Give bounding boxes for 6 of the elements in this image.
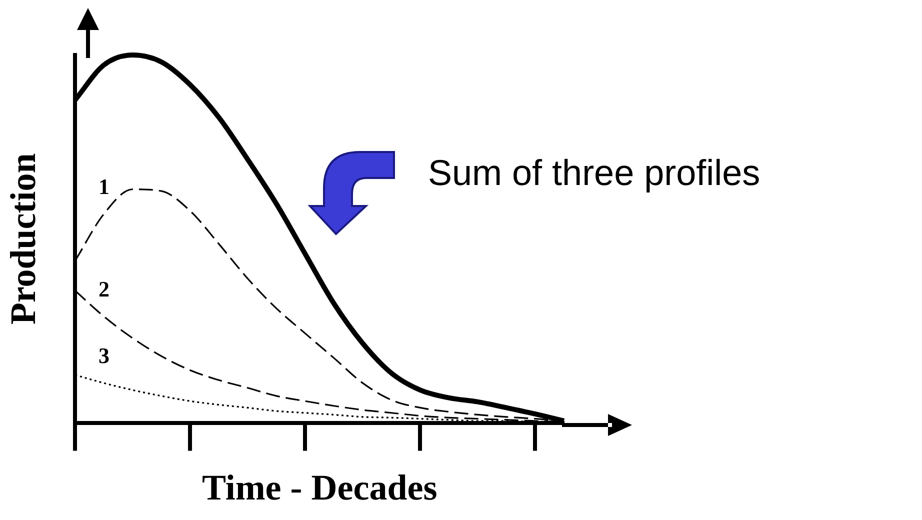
series-label: 3 bbox=[98, 343, 110, 368]
annotation: Sum of three profiles bbox=[428, 152, 760, 193]
x-axis-title: Time - Decades bbox=[202, 468, 438, 508]
y-axis-title: Production bbox=[2, 153, 43, 325]
series-label: 2 bbox=[98, 276, 110, 302]
series-label: 1 bbox=[98, 174, 110, 199]
